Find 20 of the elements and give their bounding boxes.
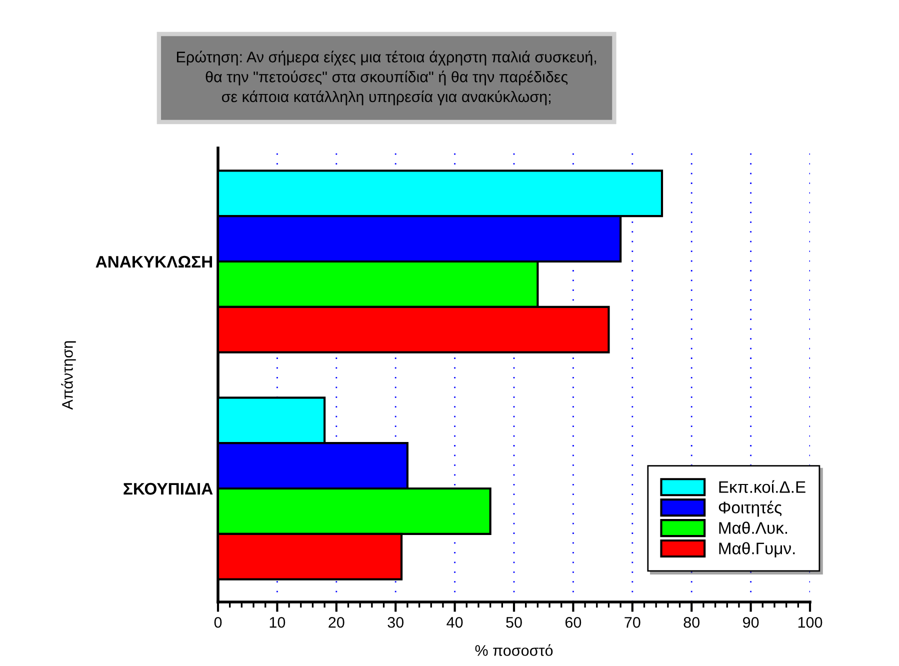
- legend-label: Φοιτητές: [718, 500, 782, 517]
- y-axis-title: Απάντηση: [61, 341, 76, 410]
- x-tick-label: 0: [214, 616, 222, 628]
- y-tick-label: ΣΚΟΥΠΙΔΙΑ: [124, 482, 213, 495]
- x-tick-label: 60: [565, 616, 582, 628]
- x-tick-label: 50: [506, 616, 522, 628]
- x-tick-label: 20: [328, 616, 344, 628]
- x-tick-label: 70: [624, 616, 640, 628]
- x-axis-title: % ποσοστό: [475, 644, 553, 656]
- x-tick-label: 40: [446, 616, 463, 628]
- legend-label: Μαθ.Γυμν.: [719, 542, 795, 558]
- x-tick-label: 30: [388, 616, 404, 628]
- x-tick-label: 90: [743, 616, 759, 628]
- x-tick-label: 80: [684, 616, 700, 628]
- x-tick-label: 100: [798, 616, 822, 628]
- legend-label: Μαθ.Λυκ.: [719, 522, 788, 534]
- chart-title: Ερώτηση: Αν σήμερα είχες μια τέτοια άχρηστη παλιά συσκευή, θα την "πετούσες" στα σκουπίδια" ή θα την παρέδιδες σε κάποια κατάλληλη υπηρεσία για ανακύκλωση;: [177, 50, 596, 106]
- y-tick-label: ΑΝΑΚΥΚΛΩΣΗ: [96, 256, 212, 268]
- x-tick-label: 10: [270, 616, 286, 628]
- legend-label: Εκπ.κοί.Δ.Ε: [719, 480, 806, 493]
